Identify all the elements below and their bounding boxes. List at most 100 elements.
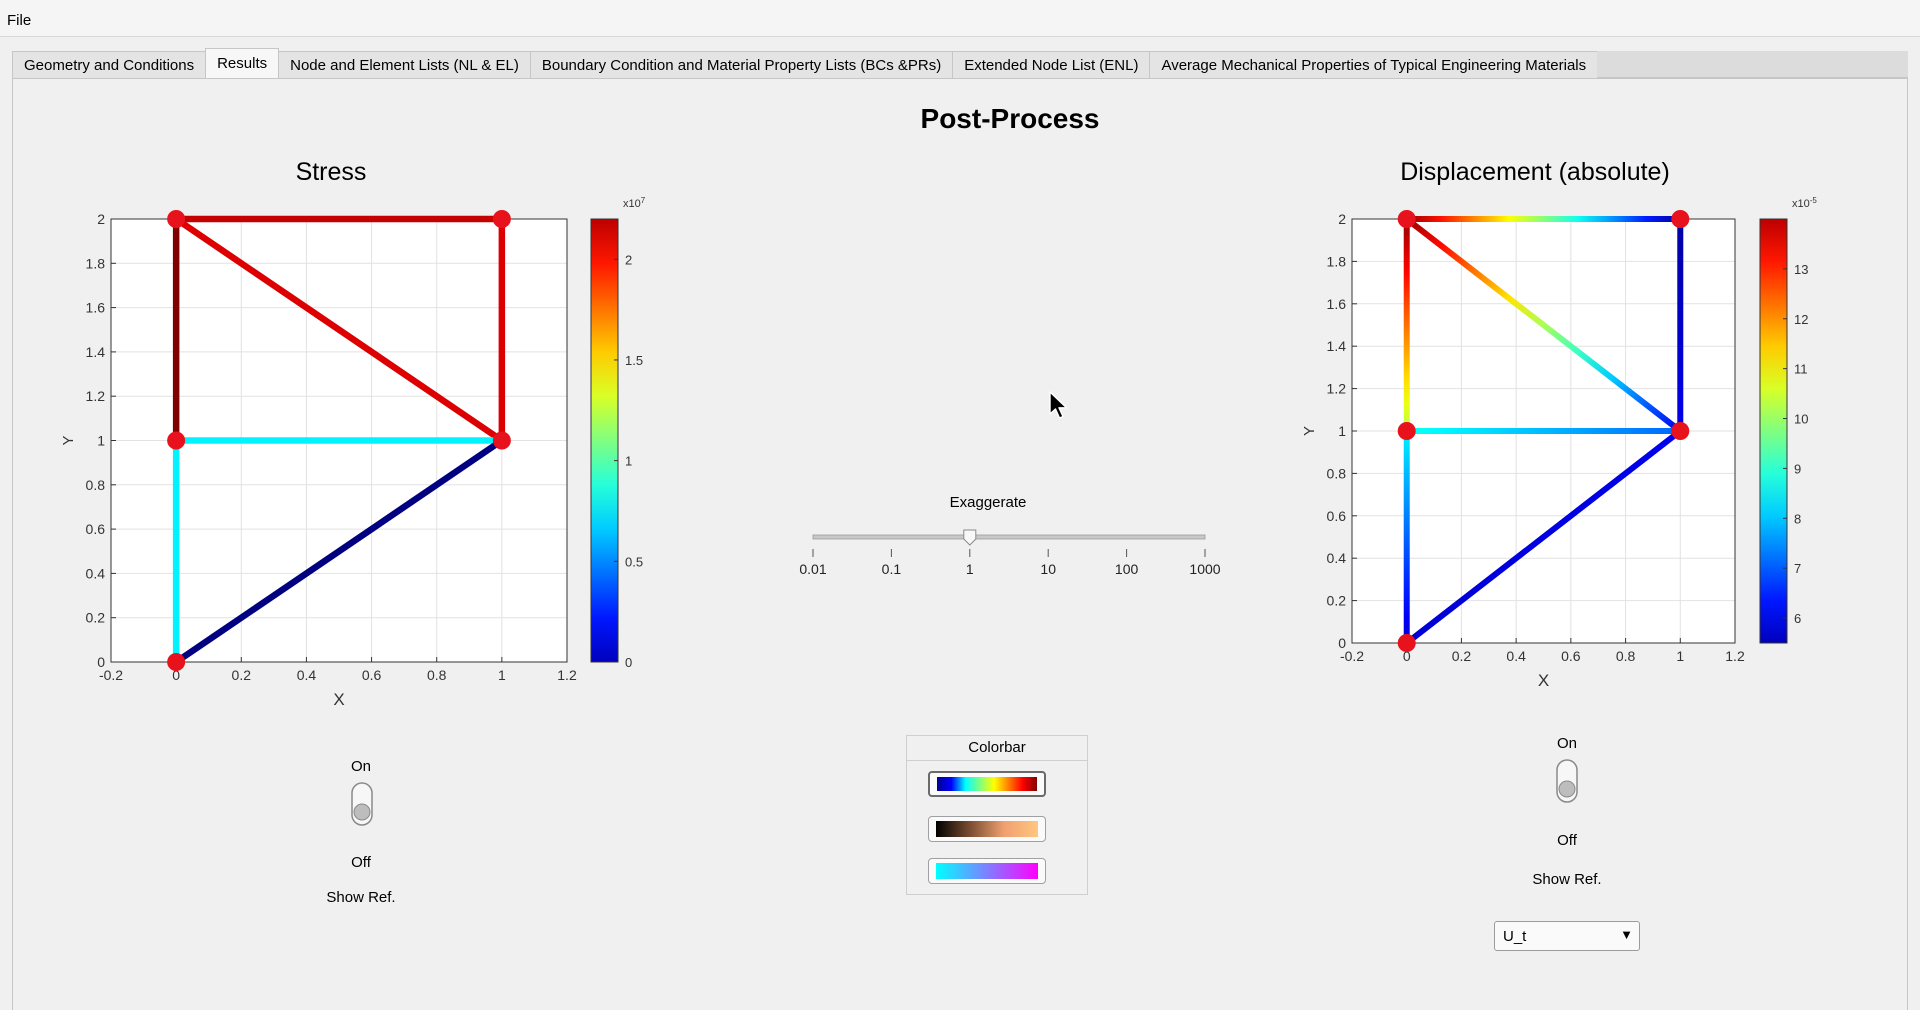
stress-y-tick-label: 1.4 [86, 344, 106, 360]
stress-show-ref-toggle[interactable] [349, 781, 375, 827]
displacement-x-tick-label: -0.2 [1340, 648, 1364, 664]
stress-x-tick-label: 1.2 [557, 667, 577, 683]
displacement-colorbar-tick-label: 12 [1794, 312, 1808, 327]
tab-node-and-element-lists[interactable]: Node and Element Lists (NL & EL) [278, 51, 531, 78]
colorbar-panel: Colorbar [906, 735, 1088, 895]
colormap-cool-button[interactable] [928, 858, 1046, 884]
stress-x-tick-label: 0 [172, 667, 180, 683]
stress-colorbar-tick-label: 1.5 [625, 353, 643, 368]
displacement-y-tick-label: 0 [1338, 635, 1346, 651]
displacement-colorbar-tick-label: 9 [1794, 461, 1801, 476]
slider-track[interactable] [812, 534, 1206, 540]
jet-gradient-swatch [937, 777, 1037, 791]
displacement-y-tick-label: 1.2 [1327, 381, 1347, 397]
tab-geometry-and-conditions[interactable]: Geometry and Conditions [12, 51, 207, 78]
displacement-colorbar-tick-label: 13 [1794, 262, 1808, 277]
displacement-y-tick-label: 1 [1338, 423, 1346, 439]
displacement-y-tick-label: 1.4 [1327, 338, 1347, 354]
stress-y-tick-label: 1.6 [86, 300, 106, 316]
tab-average-mechanical-properties[interactable]: Average Mechanical Properties of Typical… [1149, 51, 1599, 78]
displacement-element-7 [1403, 428, 1684, 646]
colormap-copper-button[interactable] [928, 816, 1046, 842]
stress-x-tick-label: -0.2 [99, 667, 123, 683]
displacement-colorbar [1759, 218, 1788, 644]
stress-element-7 [172, 437, 506, 666]
tab-bar: Geometry and Conditions Results Node and… [12, 48, 1908, 78]
tab-extended-node-list[interactable]: Extended Node List (ENL) [952, 51, 1151, 78]
displacement-y-tick-label: 0.6 [1327, 508, 1347, 524]
tab-results[interactable]: Results [205, 48, 280, 78]
colorbar-panel-title: Colorbar [907, 736, 1087, 761]
stress-y-tick-label: 1.8 [86, 255, 106, 271]
colormap-jet-button[interactable] [928, 771, 1046, 797]
slider-tick-label: 0.1 [882, 561, 902, 577]
slider-thumb[interactable] [963, 529, 977, 546]
stress-toggle-on-label: On [350, 758, 371, 775]
displacement-element-2 [1403, 216, 1684, 434]
displacement-x-tick-label: 1 [1676, 648, 1684, 664]
displacement-x-tick-label: 0.4 [1506, 648, 1526, 664]
displacement-y-tick-label: 2 [1338, 211, 1346, 227]
stress-chart-title: Stress [295, 158, 367, 186]
displacement-y-tick-label: 1.6 [1327, 296, 1347, 312]
displacement-colorbar-tick-label: 7 [1794, 561, 1801, 576]
stress-y-tick-label: 1.2 [86, 388, 106, 404]
stress-colorbar-multiplier: x107 [623, 196, 646, 210]
stress-node-5 [492, 210, 511, 228]
slider-tick-label: 1000 [1189, 561, 1220, 577]
stress-node-4 [167, 210, 186, 228]
displacement-show-ref-label: Show Ref. [1532, 871, 1602, 888]
stress-y-axis-label: Y [60, 435, 77, 445]
stress-x-axis-label: X [333, 690, 344, 709]
mouse-pointer-icon [1049, 391, 1068, 419]
displacement-node-5 [1671, 210, 1690, 228]
stress-colorbar-tick-label: 2 [625, 252, 632, 267]
stress-x-tick-label: 0.8 [427, 667, 447, 683]
displacement-node-3 [1397, 422, 1416, 440]
stress-x-tick-label: 0.2 [232, 667, 252, 683]
stress-colorbar [590, 218, 619, 663]
stress-node-3 [167, 431, 186, 450]
displacement-x-tick-label: 0.2 [1452, 648, 1472, 664]
displacement-x-tick-label: 0.8 [1616, 648, 1636, 664]
stress-y-tick-label: 0 [97, 654, 105, 670]
exaggerate-label: Exaggerate [949, 494, 1027, 511]
displacement-x-tick-label: 0.6 [1561, 648, 1581, 664]
stress-colorbar-tick-label: 0.5 [625, 554, 643, 569]
page-title: Post-Process [920, 103, 1100, 134]
displacement-y-tick-label: 1.8 [1327, 253, 1347, 269]
displacement-chart-title: Displacement (absolute) [1400, 158, 1670, 186]
stress-toggle-off-label: Off [351, 854, 371, 871]
displacement-colorbar-tick-label: 11 [1794, 362, 1808, 377]
chevron-down-icon: ▼ [1620, 927, 1633, 942]
slider-tick-label: 1 [966, 561, 974, 577]
displacement-show-ref-toggle[interactable] [1554, 758, 1580, 804]
slider-tick-label: 0.01 [799, 561, 826, 577]
menu-bar: File [0, 0, 1920, 37]
slider-tick-label: 100 [1115, 561, 1139, 577]
stress-plot[interactable]: -0.2 0 0.2 0.4 0.6 0.8 1 1.200.20.40.60.811.21.… [55, 190, 675, 710]
tab-bar-fill [1597, 51, 1908, 78]
displacement-component-dropdown[interactable]: U_t ▼ [1494, 921, 1640, 951]
stress-x-tick-label: 0.4 [297, 667, 317, 683]
displacement-node-1 [1397, 634, 1416, 652]
displacement-colorbar-tick-label: 10 [1794, 412, 1808, 427]
displacement-toggle-on-label: On [1556, 735, 1577, 752]
displacement-x-tick-label: 1.2 [1725, 648, 1745, 664]
stress-y-tick-label: 0.6 [86, 521, 106, 537]
slider-tick-label: 10 [1040, 561, 1056, 577]
stress-node-1 [167, 653, 186, 671]
stress-y-tick-label: 0.8 [86, 477, 106, 493]
tab-boundary-condition-lists[interactable]: Boundary Condition and Material Property… [529, 51, 954, 78]
displacement-toggle-off-label: Off [1557, 832, 1577, 849]
stress-y-tick-label: 0.4 [86, 565, 106, 581]
displacement-x-axis-label: X [1538, 671, 1549, 690]
cool-gradient-swatch [936, 863, 1038, 879]
exaggerate-slider[interactable]: 0.01 0.1 1 10 100 1000 [790, 520, 1230, 580]
dropdown-value: U_t [1503, 928, 1527, 945]
stress-x-tick-label: 0.6 [362, 667, 382, 683]
displacement-plot[interactable]: -0.2 0 0.2 0.4 0.6 0.8 1 1.200.20.40.60.811.21.… [1300, 190, 1860, 690]
displacement-y-tick-label: 0.8 [1327, 465, 1347, 481]
displacement-colorbar-tick-label: 6 [1794, 611, 1801, 626]
menu-file[interactable]: File [7, 12, 32, 29]
